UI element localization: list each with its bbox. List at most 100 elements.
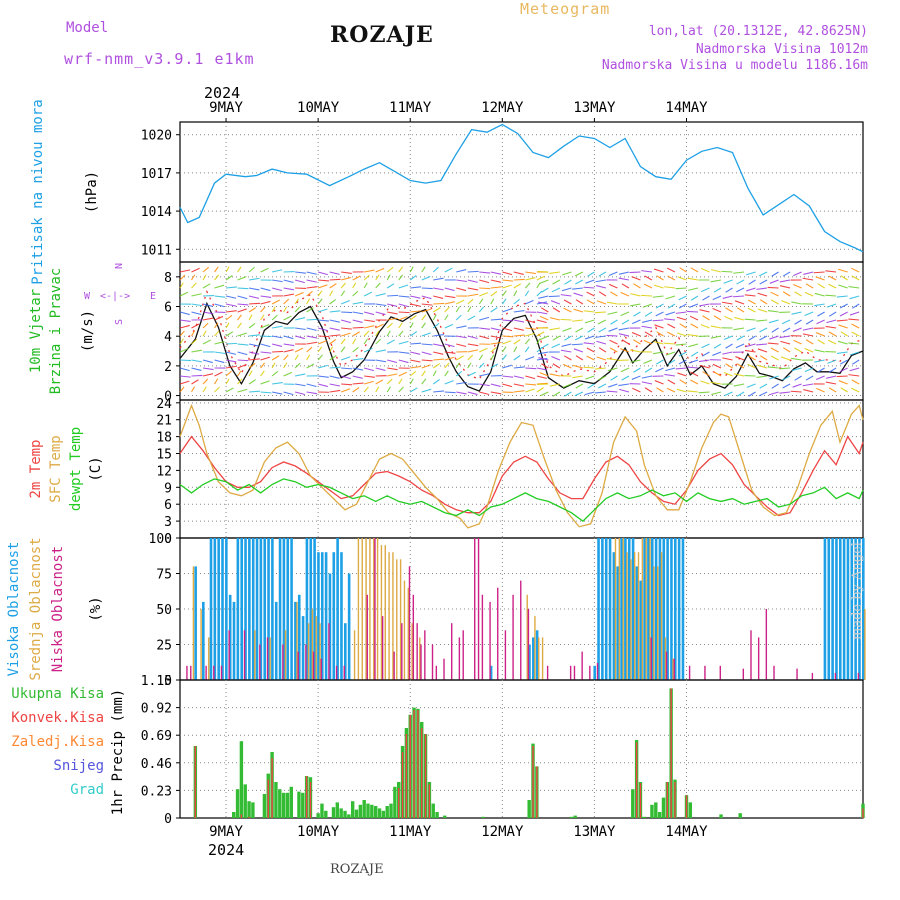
wind-barb — [502, 319, 514, 322]
wind-barb — [479, 383, 490, 387]
cloud-bar — [656, 566, 659, 680]
wind-barb — [317, 271, 328, 276]
wind-barb — [805, 339, 814, 345]
y-tick-label: 9 — [164, 481, 172, 496]
cloud-bar — [353, 630, 356, 680]
wind-barb — [456, 391, 467, 395]
cloud-bar — [431, 644, 434, 680]
wind-barb — [700, 380, 710, 385]
wind-barb — [748, 391, 756, 397]
cloud-bar — [620, 538, 623, 680]
wind-barb — [722, 295, 733, 299]
precip-bar — [650, 804, 654, 818]
wind-barb — [552, 335, 561, 341]
cloud-bar — [633, 552, 636, 680]
wind-barb — [490, 383, 501, 387]
wind-barb — [536, 346, 543, 353]
wind-barb — [551, 287, 561, 293]
wind-barb — [191, 282, 197, 289]
wind-barb — [478, 362, 485, 369]
x-tick-label-top: 11MAY — [389, 100, 432, 116]
axis-label-precip: 1hr Precip (mm) — [110, 689, 126, 815]
wind-barb — [721, 270, 733, 273]
wind-barb — [548, 295, 560, 298]
wind-barb — [620, 291, 630, 297]
wind-barb — [317, 290, 323, 297]
cloud-bar — [267, 538, 270, 680]
wind-barb — [746, 287, 756, 292]
wind-barb — [733, 295, 745, 298]
wind-barb — [621, 283, 630, 289]
wind-barb — [606, 390, 618, 393]
wind-barb — [641, 270, 653, 273]
wind-barb — [352, 375, 363, 379]
wind-barb — [352, 326, 364, 329]
cloud-bar — [596, 662, 599, 680]
wind-barb — [225, 359, 237, 363]
cloud-bar — [742, 668, 745, 680]
precip-bar — [320, 803, 324, 818]
wind-barb — [237, 314, 242, 321]
wind-barb — [455, 306, 460, 313]
wind-barb — [502, 308, 512, 313]
wind-barb — [817, 339, 825, 345]
wind-barb — [421, 364, 431, 369]
wind-barb — [283, 335, 294, 340]
wind-barb — [386, 386, 391, 393]
wind-barb — [444, 301, 455, 305]
wind-barb — [444, 306, 450, 313]
wind-barb — [317, 308, 328, 313]
wind-barb — [552, 391, 561, 397]
wind-barb — [237, 351, 248, 356]
precip-bar — [532, 746, 534, 818]
wind-barb — [736, 279, 745, 285]
wind-barb — [573, 348, 584, 353]
wind-barb — [702, 315, 710, 321]
wind-barb — [563, 355, 572, 361]
wind-barb — [295, 271, 306, 274]
wind-barb — [433, 343, 444, 347]
wind-barb — [294, 298, 299, 305]
wind-barb — [248, 379, 256, 385]
wind-barb — [767, 286, 779, 289]
cloud-bar — [202, 601, 205, 680]
wind-barb — [191, 359, 202, 363]
wind-barb — [779, 391, 791, 394]
wind-barb — [852, 359, 860, 365]
wind-barb — [433, 390, 445, 393]
wind-barb — [549, 327, 560, 331]
wind-barb — [317, 354, 323, 361]
cloud-bar — [489, 601, 491, 680]
series-line-dewpt-temp — [179, 478, 864, 522]
wind-barb — [802, 277, 814, 281]
wind-barb — [607, 367, 618, 372]
elevation-label: Nadmorska Visina 1012m — [695, 42, 868, 57]
precip-bar — [305, 776, 308, 818]
wind-barb — [179, 319, 191, 322]
wind-barb — [456, 381, 467, 385]
cloud-bar — [450, 623, 453, 680]
cloud-bar — [373, 538, 375, 680]
wind-barb — [398, 295, 410, 298]
wind-barb — [295, 327, 306, 331]
wind-barb — [490, 335, 502, 339]
wind-barb — [352, 367, 363, 371]
cloud-bar — [677, 538, 681, 680]
wind-barb — [294, 391, 306, 396]
series-line-brzina — [179, 301, 864, 392]
wind-barb — [329, 339, 337, 345]
wind-barb — [536, 357, 548, 361]
wind-barb — [375, 282, 381, 289]
wind-barb — [283, 287, 295, 291]
cloud-bar — [396, 559, 398, 680]
wind-barb — [621, 339, 630, 345]
cloud-bar — [527, 609, 530, 680]
cloud-bar — [248, 538, 251, 680]
wind-barb — [633, 311, 641, 317]
wind-barb — [598, 375, 607, 381]
cloud-bar — [673, 658, 675, 680]
wind-barb — [538, 295, 549, 299]
wind-barb — [594, 311, 606, 314]
wind-barb — [479, 287, 491, 290]
wind-barb — [782, 375, 791, 381]
